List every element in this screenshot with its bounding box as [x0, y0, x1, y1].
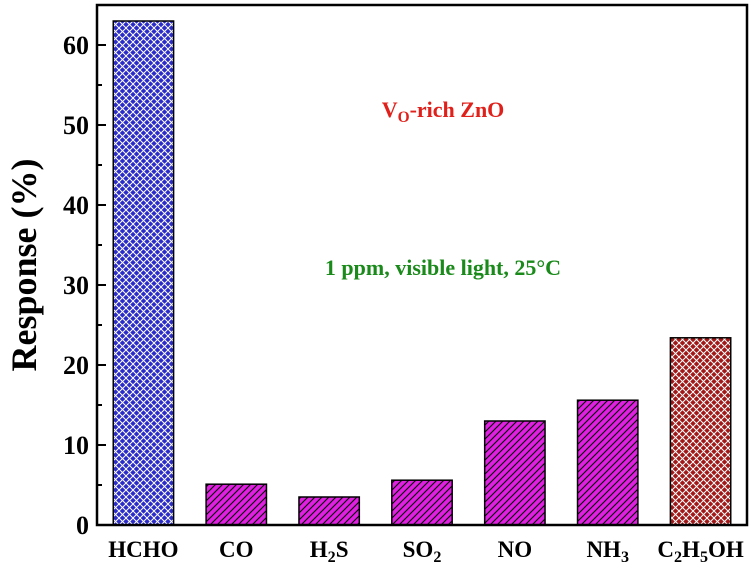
- y-tick-label: 20: [63, 351, 89, 380]
- y-tick-label: 0: [76, 511, 89, 540]
- bar-nh3: [576, 399, 639, 526]
- x-tick-label-c2h5oh: C2H5OH: [657, 537, 743, 566]
- x-tick-label-no: NO: [498, 537, 533, 562]
- bar-no: [483, 420, 546, 526]
- x-tick-label-h2s: H2S: [310, 537, 349, 566]
- bar-so2: [391, 479, 453, 526]
- y-tick-label: 30: [63, 271, 89, 300]
- y-tick-label: 50: [63, 111, 89, 140]
- y-axis-title: Response (%): [4, 159, 44, 372]
- bar-hcho: [112, 20, 175, 526]
- bar-h2s: [298, 496, 361, 526]
- bar-c2h5oh: [669, 337, 732, 526]
- bar-co: [205, 483, 268, 526]
- annotation-condition: 1 ppm, visible light, 25°C: [325, 255, 561, 280]
- y-tick-label: 60: [63, 31, 89, 60]
- x-tick-label-co: CO: [219, 537, 254, 562]
- x-tick-label-so2: SO2: [403, 537, 442, 566]
- y-axis-ticks: 0 10 20 30 40 50 60: [63, 4, 106, 540]
- plot-frame: [95, 3, 749, 527]
- x-axis-labels: HCHO CO H2S SO2 NO NH3 C2H5OH: [108, 537, 744, 566]
- x-tick-label-nh3: NH3: [586, 537, 629, 566]
- y-tick-label: 40: [63, 191, 89, 220]
- x-tick-label-hcho: HCHO: [108, 537, 178, 562]
- bars-layer: [112, 20, 732, 526]
- annotation-material: VO-rich ZnO: [382, 97, 505, 126]
- y-tick-label: 10: [63, 431, 89, 460]
